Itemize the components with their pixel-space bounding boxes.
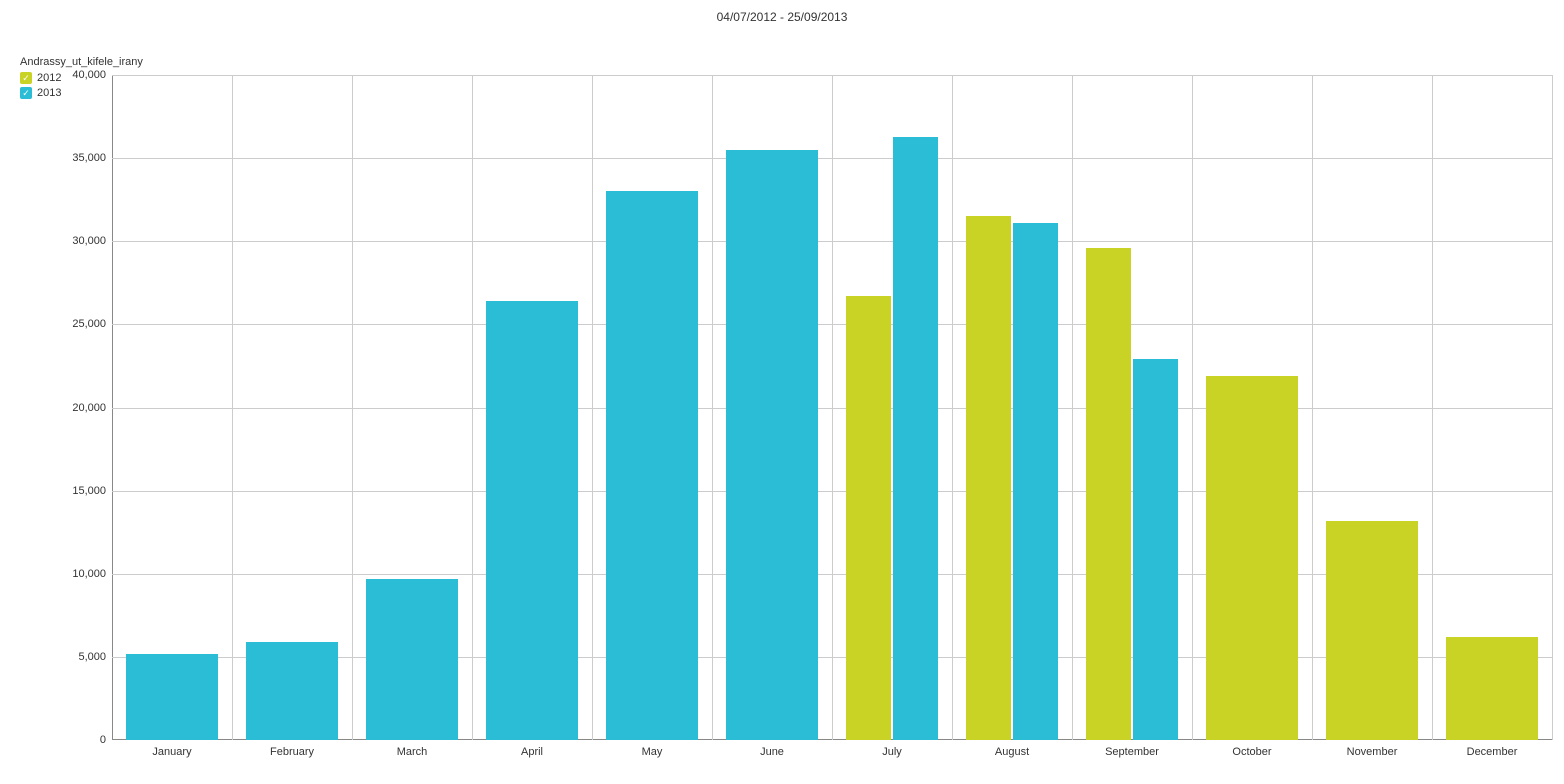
y-tick-label: 5,000 (78, 651, 112, 663)
y-tick-label: 10,000 (72, 568, 112, 580)
x-tick-label: August (995, 740, 1029, 758)
y-tick-label: 25,000 (72, 318, 112, 330)
grid-line (1312, 75, 1313, 740)
bar-2013-january[interactable] (126, 654, 217, 740)
grid-line (1432, 75, 1433, 740)
y-tick-label: 20,000 (72, 402, 112, 414)
grid-line (712, 75, 713, 740)
grid-line (472, 75, 473, 740)
x-tick-label: February (270, 740, 314, 758)
x-tick-label: March (397, 740, 428, 758)
y-tick-label: 0 (100, 734, 112, 746)
x-tick-label: July (882, 740, 902, 758)
bar-2013-march[interactable] (366, 579, 457, 740)
check-icon: ✓ (22, 89, 30, 98)
bar-2013-february[interactable] (246, 642, 337, 740)
grid-line (232, 75, 233, 740)
bar-2012-december[interactable] (1446, 637, 1537, 740)
bar-2012-august[interactable] (966, 216, 1011, 740)
grid-line (832, 75, 833, 740)
x-tick-label: April (521, 740, 543, 758)
chart-plot-area: 05,00010,00015,00020,00025,00030,00035,0… (112, 75, 1552, 740)
bar-2013-july[interactable] (893, 137, 938, 740)
grid-line (352, 75, 353, 740)
bar-2013-may[interactable] (606, 191, 697, 740)
bar-2013-september[interactable] (1133, 359, 1178, 740)
y-tick-label: 35,000 (72, 152, 112, 164)
x-tick-label: September (1105, 740, 1159, 758)
legend-swatch-icon: ✓ (20, 72, 32, 84)
bar-2012-november[interactable] (1326, 521, 1417, 740)
bar-2013-june[interactable] (726, 150, 817, 740)
chart-title: 04/07/2012 - 25/09/2013 (0, 10, 1564, 24)
bar-2012-september[interactable] (1086, 248, 1131, 740)
x-tick-label: June (760, 740, 784, 758)
bar-2013-august[interactable] (1013, 223, 1058, 740)
x-tick-label: November (1347, 740, 1398, 758)
grid-line (952, 75, 953, 740)
bar-2013-april[interactable] (486, 301, 577, 740)
grid-line (592, 75, 593, 740)
grid-line (1552, 75, 1553, 740)
y-tick-label: 40,000 (72, 69, 112, 81)
grid-line (1192, 75, 1193, 740)
bar-2012-july[interactable] (846, 296, 891, 740)
legend-title: Andrassy_ut_kifele_irany (20, 56, 143, 68)
x-tick-label: December (1467, 740, 1518, 758)
legend-label: 2013 (37, 87, 61, 99)
legend-swatch-icon: ✓ (20, 87, 32, 99)
check-icon: ✓ (22, 74, 30, 83)
x-tick-label: May (642, 740, 663, 758)
legend-label: 2012 (37, 72, 61, 84)
y-tick-label: 30,000 (72, 235, 112, 247)
bar-2012-october[interactable] (1206, 376, 1297, 740)
y-tick-label: 15,000 (72, 485, 112, 497)
x-tick-label: January (152, 740, 191, 758)
x-tick-label: October (1232, 740, 1271, 758)
grid-line (1072, 75, 1073, 740)
